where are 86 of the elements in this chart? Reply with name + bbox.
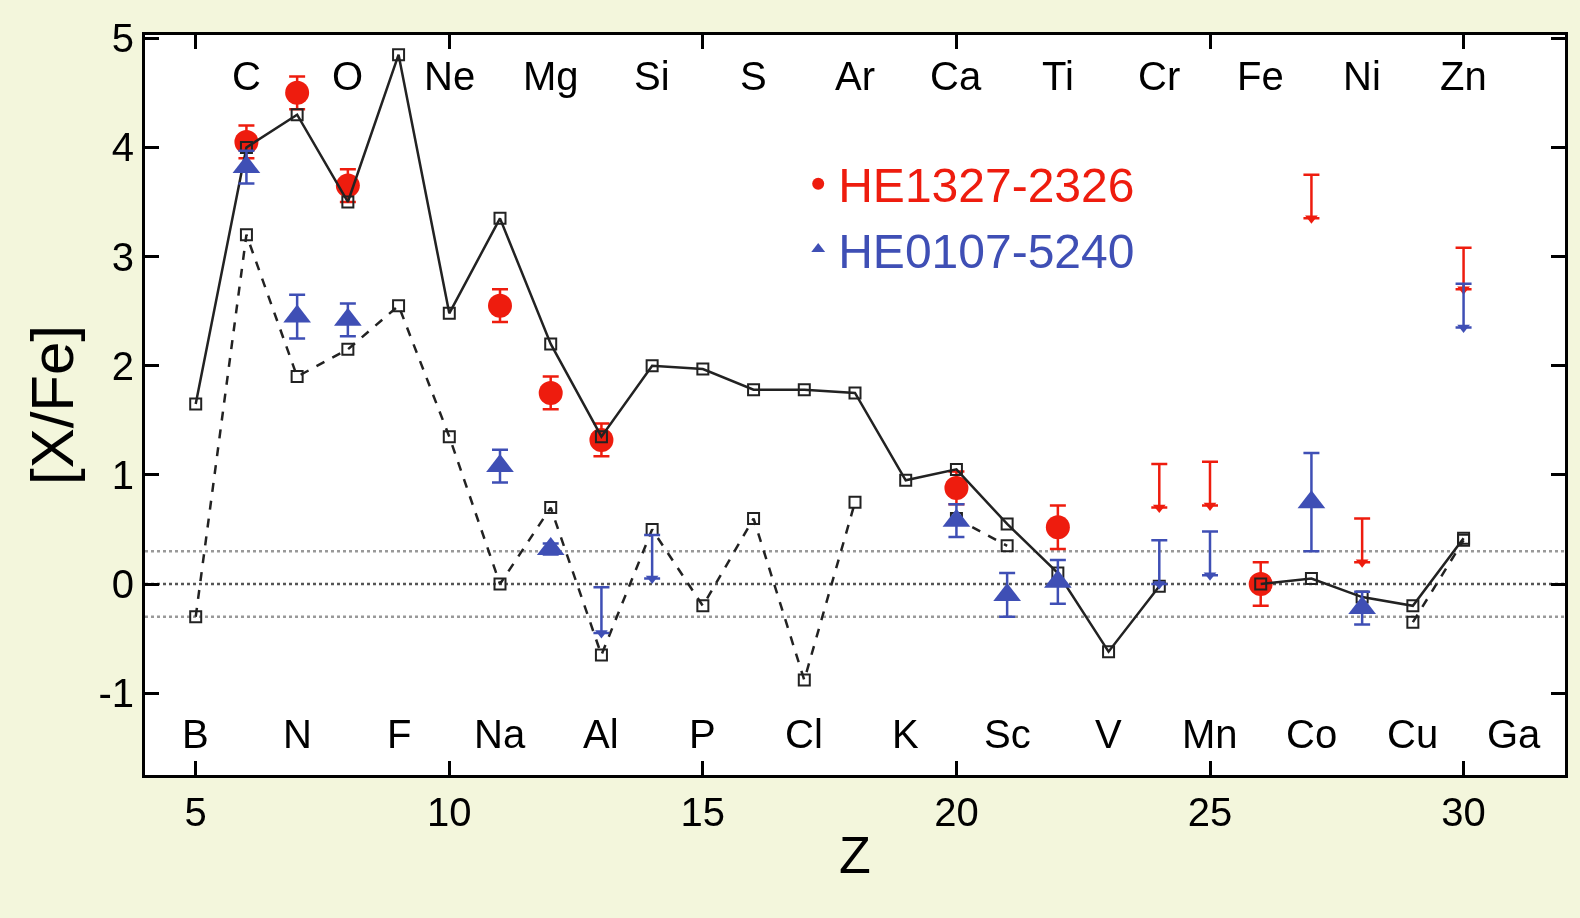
point xyxy=(544,337,558,351)
annotation: Ar xyxy=(835,54,875,98)
annotation: C xyxy=(232,54,261,98)
annotation: S xyxy=(740,54,767,98)
point xyxy=(1000,517,1014,531)
point xyxy=(1304,572,1318,586)
annotation: N xyxy=(283,712,312,756)
annotation: V xyxy=(1095,712,1122,756)
y-tick-label: -1 xyxy=(98,671,134,716)
point xyxy=(696,362,710,376)
annotation: Mn xyxy=(1182,712,1238,756)
point xyxy=(290,108,304,122)
annotation: B xyxy=(182,712,209,756)
annotation: Fe xyxy=(1237,54,1284,98)
annotation: Al xyxy=(583,712,619,756)
annotation: F xyxy=(387,712,412,756)
annotation: Ti xyxy=(1042,54,1074,98)
x-tick-label: 30 xyxy=(1441,790,1486,834)
point xyxy=(848,495,862,509)
y-axis-title: [X/Fe] xyxy=(18,324,86,486)
point xyxy=(1102,645,1116,659)
point xyxy=(538,380,563,405)
annotation: Cr xyxy=(1138,54,1181,98)
annotation: Ne xyxy=(424,54,476,98)
point xyxy=(797,383,811,397)
y-tick-label: 0 xyxy=(111,562,134,606)
point xyxy=(949,462,963,476)
annotation: Na xyxy=(474,712,526,756)
point xyxy=(696,599,710,613)
annotation: Cu xyxy=(1387,712,1439,756)
point xyxy=(1000,539,1014,553)
point xyxy=(189,610,203,624)
annotation: Ca xyxy=(930,54,982,98)
y-tick-label: 5 xyxy=(111,16,134,61)
point xyxy=(1152,504,1166,514)
y-tick-label: 2 xyxy=(111,343,134,388)
point xyxy=(645,359,659,373)
y-tick-label: 4 xyxy=(111,125,134,170)
point xyxy=(797,673,811,687)
point xyxy=(944,475,969,500)
point xyxy=(1406,615,1420,629)
annotation: Ni xyxy=(1343,54,1381,98)
x-axis-title: Z xyxy=(839,825,871,884)
point xyxy=(544,501,558,515)
x-tick-label: 25 xyxy=(1187,790,1233,834)
annotation: Mg xyxy=(523,54,579,98)
point xyxy=(493,211,507,225)
x-tick-label: 10 xyxy=(427,790,472,834)
point xyxy=(392,48,406,62)
annotation: Zn xyxy=(1440,54,1487,98)
point xyxy=(1457,324,1470,334)
point xyxy=(899,473,913,487)
point xyxy=(645,575,659,585)
x-tick-label: 20 xyxy=(934,790,979,834)
annotation: P xyxy=(689,712,716,756)
annotation: Sc xyxy=(984,712,1031,756)
point xyxy=(488,293,512,318)
annotation: Ga xyxy=(1487,712,1542,756)
point xyxy=(1045,515,1070,540)
point xyxy=(290,370,304,384)
annotation: O xyxy=(332,54,364,98)
point xyxy=(1406,599,1420,613)
y-tick-label: 1 xyxy=(111,452,134,497)
legend-label: HE1327-2326 xyxy=(838,159,1135,213)
point xyxy=(747,512,761,526)
point xyxy=(747,383,761,397)
point xyxy=(442,306,456,320)
annotation: Co xyxy=(1286,712,1338,756)
point xyxy=(594,648,608,662)
annotation: K xyxy=(892,712,919,756)
annotation: Cl xyxy=(785,712,823,756)
point xyxy=(392,299,406,313)
annotation: Si xyxy=(634,54,670,98)
x-tick-label: 15 xyxy=(680,790,726,834)
point xyxy=(848,386,862,400)
point xyxy=(189,397,203,411)
y-tick-label: 3 xyxy=(111,234,134,279)
point xyxy=(645,522,659,536)
point xyxy=(239,228,253,242)
legend-label: HE0107-5240 xyxy=(838,224,1135,278)
x-tick-label: 5 xyxy=(184,790,207,834)
point xyxy=(341,342,355,356)
point xyxy=(285,80,310,105)
point xyxy=(493,577,507,591)
point xyxy=(442,430,456,444)
point xyxy=(341,195,355,209)
